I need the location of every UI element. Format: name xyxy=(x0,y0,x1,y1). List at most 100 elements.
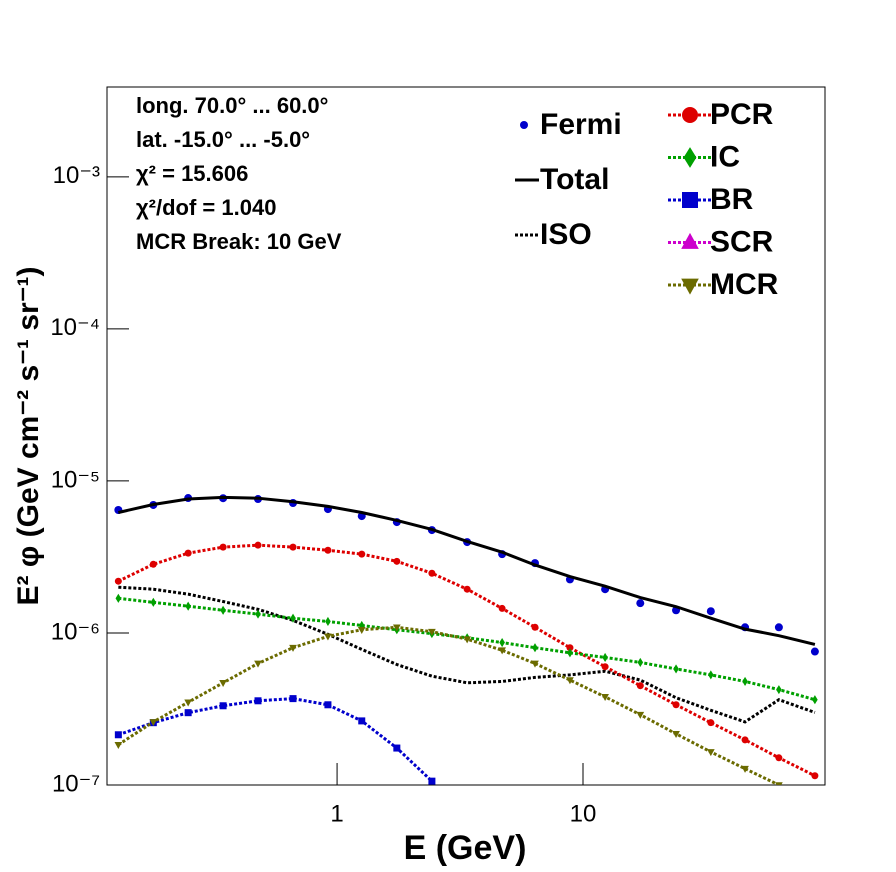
marker xyxy=(706,607,715,616)
marker xyxy=(812,695,818,705)
marker xyxy=(428,569,436,577)
marker xyxy=(184,549,192,557)
marker xyxy=(811,772,819,780)
y-tick-label: 10⁻⁴ xyxy=(50,314,100,341)
marker xyxy=(532,643,538,653)
marker xyxy=(324,546,332,554)
y-tick-label: 10⁻⁶ xyxy=(51,618,100,645)
marker xyxy=(681,232,699,249)
marker xyxy=(115,593,122,603)
series-line xyxy=(117,543,816,778)
marker xyxy=(706,749,715,757)
marker xyxy=(637,657,644,667)
marker xyxy=(289,695,297,703)
marker xyxy=(682,192,698,208)
marker xyxy=(393,744,401,752)
marker xyxy=(325,616,331,627)
marker xyxy=(150,597,157,607)
marker xyxy=(742,676,748,686)
marker xyxy=(357,626,366,634)
marker xyxy=(776,685,782,695)
marker xyxy=(289,644,297,652)
marker xyxy=(219,680,227,688)
plot-area xyxy=(114,494,819,785)
marker xyxy=(672,731,680,739)
marker xyxy=(636,599,645,608)
legend-label: ISO xyxy=(540,218,592,251)
marker xyxy=(520,121,528,129)
marker xyxy=(114,577,122,585)
series-line xyxy=(117,625,780,785)
marker xyxy=(775,754,783,762)
marker xyxy=(741,765,749,773)
x-tick-label: 10 xyxy=(570,800,597,827)
marker xyxy=(499,637,505,648)
annotation: MCR Break: 10 GeV xyxy=(136,229,342,254)
marker xyxy=(428,777,436,785)
legend-label: Total xyxy=(540,163,609,196)
annotation: χ²/dof = 1.040 xyxy=(136,195,276,220)
series-line xyxy=(118,495,816,646)
marker xyxy=(114,731,122,739)
marker xyxy=(636,682,644,690)
marker xyxy=(358,550,366,558)
marker xyxy=(463,585,471,593)
marker xyxy=(602,652,608,663)
y-axis-label: E² φ (GeV cm⁻² s⁻¹ sr⁻¹) xyxy=(12,266,45,605)
y-tick-label: 10⁻⁵ xyxy=(51,466,100,493)
marker xyxy=(463,636,471,644)
marker xyxy=(255,609,261,619)
marker xyxy=(601,663,609,671)
marker xyxy=(681,278,699,295)
marker xyxy=(392,624,401,632)
marker xyxy=(775,782,783,785)
marker xyxy=(498,604,506,612)
marker xyxy=(219,702,227,710)
marker xyxy=(531,623,539,631)
marker xyxy=(673,664,679,674)
marker xyxy=(741,736,749,744)
marker xyxy=(682,107,698,123)
marker xyxy=(428,628,436,636)
marker xyxy=(672,701,680,709)
annotation: lat. -15.0° ... -5.0° xyxy=(136,127,310,152)
y-tick-label: 10⁻⁷ xyxy=(52,770,100,797)
annotation: χ² = 15.606 xyxy=(136,161,248,186)
marker xyxy=(358,717,366,725)
marker xyxy=(219,543,227,551)
marker xyxy=(567,648,573,658)
marker xyxy=(601,694,609,702)
marker xyxy=(393,557,401,565)
marker xyxy=(636,711,645,719)
marker xyxy=(810,647,819,656)
marker xyxy=(149,719,158,727)
x-tick-label: 1 xyxy=(330,800,343,827)
marker xyxy=(707,719,715,727)
legend-label: PCR xyxy=(710,98,774,131)
plot-frame xyxy=(106,86,826,786)
legend-label: MCR xyxy=(710,268,779,301)
marker xyxy=(566,644,574,652)
marker xyxy=(184,699,193,707)
legend-label: Fermi xyxy=(540,108,622,141)
legend-label: SCR xyxy=(710,225,774,258)
marker xyxy=(254,697,262,705)
x-axis-label: E (GeV) xyxy=(404,829,527,867)
marker xyxy=(114,741,123,749)
marker xyxy=(566,677,574,685)
marker xyxy=(220,605,226,615)
marker xyxy=(149,560,157,568)
marker xyxy=(290,613,296,623)
marker xyxy=(531,660,539,668)
marker xyxy=(185,601,191,611)
marker xyxy=(683,147,697,168)
marker xyxy=(708,670,714,680)
marker xyxy=(324,701,332,709)
series-line xyxy=(117,697,433,783)
marker xyxy=(184,709,192,717)
legend-label: BR xyxy=(710,183,754,216)
marker xyxy=(289,543,297,551)
marker xyxy=(774,623,783,632)
marker xyxy=(254,541,262,549)
